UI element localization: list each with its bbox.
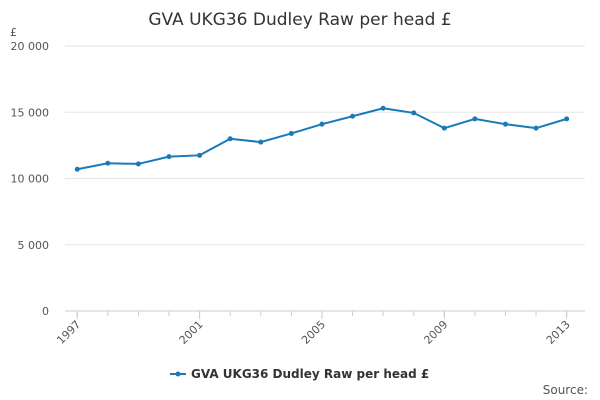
point xyxy=(319,121,325,127)
point xyxy=(74,166,80,172)
point xyxy=(380,105,386,111)
point xyxy=(135,161,141,167)
series-line xyxy=(77,107,567,171)
x-tick-label: 2009 xyxy=(421,318,450,347)
point xyxy=(105,160,111,166)
point xyxy=(288,130,294,136)
y-tick-label: 5 000 xyxy=(18,239,50,252)
point xyxy=(166,154,172,160)
point xyxy=(258,139,264,145)
point xyxy=(227,136,233,142)
y-tick-label: 10 000 xyxy=(11,173,50,186)
y-unit: £ xyxy=(10,26,17,39)
source: Source: xyxy=(543,383,588,397)
point xyxy=(472,116,478,122)
y-tick-label: 15 000 xyxy=(11,106,50,119)
legend-marker xyxy=(175,371,181,377)
point xyxy=(441,125,447,131)
point xyxy=(502,121,508,127)
legend-label: GVA UKG36 Dudley Raw per head £ xyxy=(191,367,429,381)
y-tick-label: 0 xyxy=(42,305,49,318)
point xyxy=(564,116,570,122)
point xyxy=(533,125,539,131)
x-tick-label: 2013 xyxy=(544,318,573,347)
point xyxy=(411,110,417,116)
y-tick-label: 20 000 xyxy=(11,40,50,53)
x-tick-label: 1997 xyxy=(54,318,83,347)
x-tick-label: 2001 xyxy=(177,318,206,347)
point xyxy=(350,113,356,119)
x-tick-label: 2005 xyxy=(299,318,328,347)
chart-title: GVA UKG36 Dudley Raw per head £ xyxy=(148,10,451,30)
point xyxy=(197,152,203,158)
